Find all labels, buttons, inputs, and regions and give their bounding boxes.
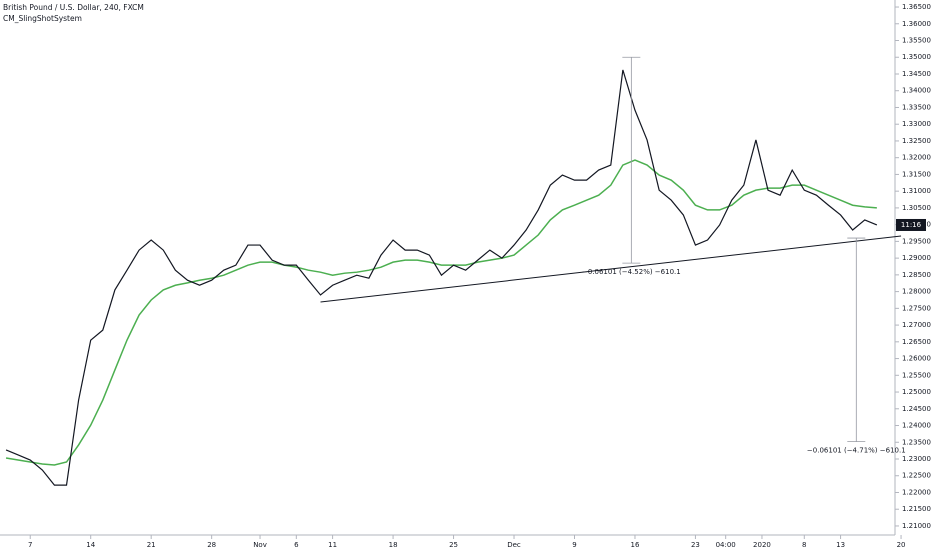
y-tick-label: 1.28000 [902, 288, 931, 296]
x-tick-label: Nov [253, 541, 267, 549]
indicator-name: CM_SlingShotSystem [3, 14, 82, 23]
y-tick-label: 1.27000 [902, 321, 931, 329]
y-tick-label: 1.26000 [902, 355, 931, 363]
measure-label: −0.06101 (−4.52%) −610.1 [582, 268, 681, 276]
y-tick-label: 1.23000 [902, 455, 931, 463]
x-tick-label: 23 [691, 541, 700, 549]
y-tick-label: 1.24000 [902, 422, 931, 430]
y-tick-label: 1.30500 [902, 204, 931, 212]
y-tick-label: 1.32500 [902, 137, 931, 145]
x-tick-label: 13 [836, 541, 845, 549]
y-tick-label: 1.26500 [902, 338, 931, 346]
x-tick-label: 8 [802, 541, 806, 549]
y-tick-label: 1.33000 [902, 120, 931, 128]
y-tick-label: 1.31500 [902, 170, 931, 178]
y-tick-label: 1.33500 [902, 103, 931, 111]
x-tick-label: 16 [631, 541, 640, 549]
y-tick-label: 1.36500 [902, 3, 931, 11]
moving-average [5, 159, 877, 466]
x-tick-label: 6 [294, 541, 299, 549]
chart-title: British Pound / U.S. Dollar, 240, FXCM [3, 3, 144, 12]
x-tick-label: 2020 [753, 541, 771, 549]
y-tick-label: 1.31000 [902, 187, 931, 195]
y-tick-label: 1.27500 [902, 304, 931, 312]
x-tick-label: 11 [328, 541, 337, 549]
y-tick-label: 1.23500 [902, 438, 931, 446]
y-tick-label: 1.32000 [902, 154, 931, 162]
y-tick-label: 1.35500 [902, 37, 931, 45]
y-tick-label: 1.28500 [902, 271, 931, 279]
y-tick-label: 1.21500 [902, 505, 931, 513]
y-tick-label: 1.25000 [902, 388, 931, 396]
x-tick-label: 04:00 [716, 541, 736, 549]
y-tick-label: 1.24500 [902, 405, 931, 413]
x-tick-label: 7 [28, 541, 32, 549]
y-tick-label: 1.22500 [902, 472, 931, 480]
y-tick-label: 1.34000 [902, 87, 931, 95]
countdown-badge [896, 218, 926, 231]
x-tick-label: 9 [572, 541, 576, 549]
x-tick-label: 25 [449, 541, 458, 549]
y-tick-label: 1.25500 [902, 371, 931, 379]
price-line [5, 69, 878, 486]
y-tick-label: 1.34500 [902, 70, 931, 78]
countdown-label: 11:16 [901, 221, 922, 229]
y-tick-label: 1.29000 [902, 254, 931, 262]
measure-label: −0.06101 (−4.71%) −610.1 [807, 447, 906, 455]
x-tick-label: 18 [389, 541, 398, 549]
y-tick-label: 1.29500 [902, 237, 931, 245]
y-tick-label: 1.35000 [902, 53, 931, 61]
trend-line [320, 235, 902, 303]
x-tick-label: 20 [897, 541, 906, 549]
y-tick-label: 1.21000 [902, 522, 931, 530]
y-tick-label: 1.36000 [902, 20, 931, 28]
x-tick-label: 28 [207, 541, 216, 549]
x-tick-label: 14 [86, 541, 95, 549]
y-tick-label: 1.22000 [902, 488, 931, 496]
x-tick-label: 21 [147, 541, 156, 549]
x-tick-label: Dec [507, 541, 521, 549]
